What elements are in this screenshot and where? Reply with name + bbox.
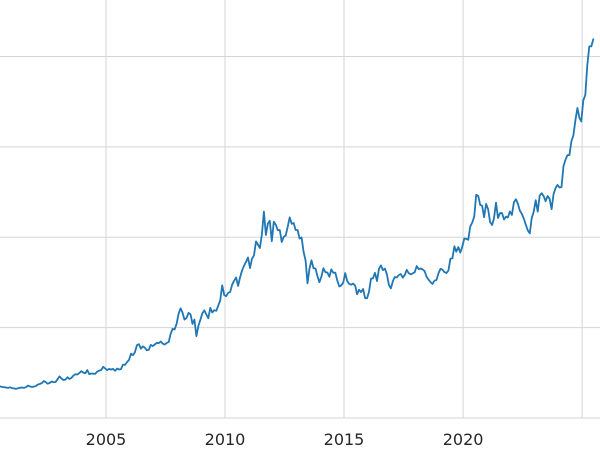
- grid-lines: [0, 0, 600, 419]
- price-series-line: [0, 38, 595, 390]
- series-layer: [0, 38, 595, 390]
